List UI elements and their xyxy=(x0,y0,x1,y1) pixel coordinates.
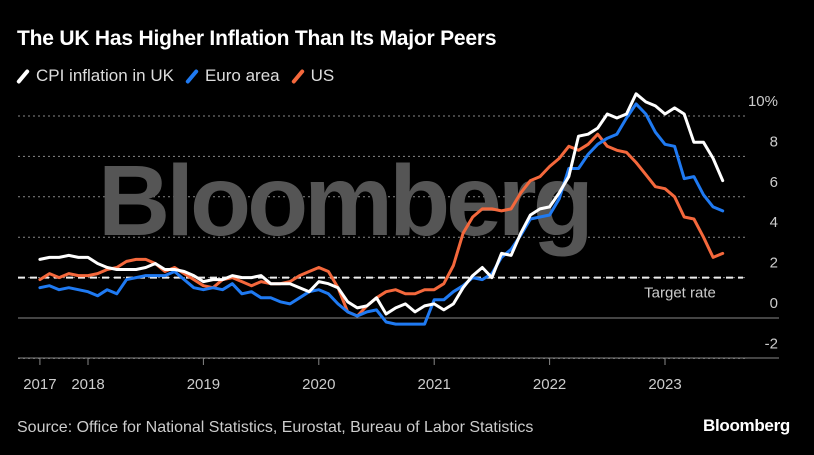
legend-label-uk: CPI inflation in UK xyxy=(36,66,174,85)
x-tick-label: 2021 xyxy=(418,376,451,393)
x-tick-label: 2019 xyxy=(187,376,220,393)
y-tick-label: -2 xyxy=(765,335,778,352)
y-tick-label: 2 xyxy=(770,255,778,272)
legend-item-us: US xyxy=(290,66,335,86)
y-tick-label: 6 xyxy=(770,174,778,191)
source-note: Source: Office for National Statistics, … xyxy=(17,419,534,436)
x-tick-label: 2023 xyxy=(648,376,681,393)
legend-label-us: US xyxy=(310,66,335,85)
watermark: Bloomberg xyxy=(98,145,590,257)
legend-item-euro: Euro area xyxy=(184,66,280,86)
legend: CPI inflation in UK Euro area US xyxy=(16,66,346,86)
series-line-cpi-inflation-in-uk xyxy=(38,92,725,316)
series-lines xyxy=(38,92,725,326)
legend-item-uk: CPI inflation in UK xyxy=(16,66,174,86)
target-rate-label: Target rate xyxy=(644,285,716,302)
legend-label-euro: Euro area xyxy=(204,66,280,85)
y-tick-label: 8 xyxy=(770,133,778,150)
y-tick-label: 0 xyxy=(770,295,778,312)
y-tick-label: 4 xyxy=(770,214,778,231)
series-line-euro-area xyxy=(38,102,725,326)
y-axis: 10% 8 6 4 2 0 -2 xyxy=(748,93,778,352)
x-tick-label: 2022 xyxy=(533,376,566,393)
chart-title: The UK Has Higher Inflation Than Its Maj… xyxy=(17,27,497,50)
x-tick-label: 2020 xyxy=(302,376,335,393)
x-tick-label: 2017 xyxy=(23,376,56,393)
y-tick-label: 10% xyxy=(748,93,778,110)
bloomberg-logo: Bloomberg xyxy=(702,416,790,435)
x-axis: 2017 2018 2019 2020 2021 2022 2023 xyxy=(18,357,779,393)
x-tick-label: 2018 xyxy=(71,376,104,393)
